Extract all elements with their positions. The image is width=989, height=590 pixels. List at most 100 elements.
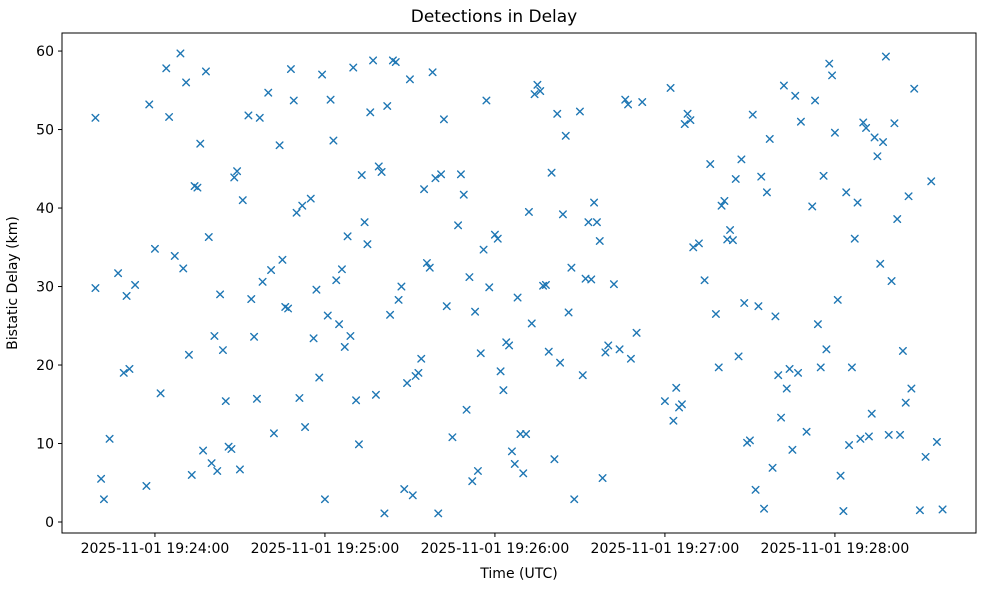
scatter-point xyxy=(380,509,389,518)
scatter-point xyxy=(295,393,304,402)
scatter-point xyxy=(377,167,386,176)
x-tick-label: 2025-11-01 19:26:00 xyxy=(421,541,570,557)
scatter-point xyxy=(751,485,760,494)
scatter-point xyxy=(493,234,502,243)
scatter-point xyxy=(479,245,488,254)
scatter-point xyxy=(915,506,924,515)
scatter-point xyxy=(278,255,287,264)
scatter-point xyxy=(182,78,191,87)
scatter-point xyxy=(394,295,403,304)
scatter-point xyxy=(105,434,114,443)
scatter-point xyxy=(893,215,902,224)
scatter-point xyxy=(881,52,890,61)
scatter-point xyxy=(779,81,788,90)
scatter-point xyxy=(125,364,134,373)
scatter-point xyxy=(788,445,797,454)
scatter-point xyxy=(669,416,678,425)
scatter-point xyxy=(420,185,429,194)
scatter-point xyxy=(431,174,440,183)
scatter-point xyxy=(233,167,242,176)
scatter-point xyxy=(519,469,528,478)
scatter-point xyxy=(269,429,278,438)
scatter-point xyxy=(830,128,839,137)
scatter-point xyxy=(468,477,477,486)
scatter-point xyxy=(462,405,471,414)
scatter-point xyxy=(405,75,414,84)
y-tick-label: 60 xyxy=(36,44,54,60)
scatter-point xyxy=(383,101,392,110)
scatter-point xyxy=(391,58,400,67)
scatter-point xyxy=(165,112,174,121)
scatter-point xyxy=(318,70,327,79)
x-axis-label: Time (UTC) xyxy=(479,566,557,582)
scatter-point xyxy=(320,495,329,504)
scatter-point xyxy=(349,63,358,72)
scatter-point xyxy=(289,96,298,105)
scatter-point xyxy=(448,433,457,442)
scatter-point xyxy=(499,386,508,395)
scatter-point xyxy=(235,465,244,474)
y-tick-label: 20 xyxy=(36,358,54,374)
scatter-point xyxy=(745,436,754,445)
scatter-point xyxy=(726,226,735,235)
scatter-point xyxy=(221,397,230,406)
scatter-point xyxy=(238,196,247,205)
scatter-point xyxy=(672,383,681,392)
scatter-point xyxy=(791,91,800,100)
scatter-point xyxy=(298,201,307,210)
scatter-point xyxy=(337,265,346,274)
scatter-point xyxy=(862,123,871,132)
scatter-point xyxy=(417,354,426,363)
scatter-point xyxy=(575,107,584,116)
scatter-point xyxy=(496,367,505,376)
scatter-point xyxy=(275,141,284,150)
scatter-point xyxy=(731,174,740,183)
scatter-point xyxy=(890,119,899,128)
scatter-point xyxy=(544,347,553,356)
scatter-point xyxy=(264,88,273,97)
scatter-point xyxy=(794,368,803,377)
scatter-point xyxy=(541,280,550,289)
scatter-point xyxy=(471,307,480,316)
scatter-point xyxy=(754,302,763,311)
scatter-point xyxy=(386,310,395,319)
scatter-point xyxy=(456,170,465,179)
scatter-point xyxy=(816,363,825,372)
scatter-point xyxy=(680,120,689,129)
scatter-point xyxy=(357,171,366,180)
y-tick-label: 10 xyxy=(36,437,54,453)
scatter-point xyxy=(771,312,780,321)
scatter-point xyxy=(624,100,633,109)
scatter-point xyxy=(258,277,267,286)
scatter-point xyxy=(879,138,888,147)
scatter-point xyxy=(901,398,910,407)
scatter-point xyxy=(782,384,791,393)
scatter-point xyxy=(397,282,406,291)
scatter-point xyxy=(601,348,610,357)
scatter-point xyxy=(422,258,431,267)
scatter-point xyxy=(567,263,576,272)
scatter-point xyxy=(323,311,332,320)
scatter-point xyxy=(207,459,216,468)
data-points xyxy=(91,49,947,518)
scatter-point xyxy=(873,152,882,161)
scatter-point xyxy=(352,396,361,405)
scatter-point xyxy=(131,280,140,289)
scatter-point xyxy=(150,244,159,253)
scatter-point xyxy=(252,394,261,403)
scatter-point xyxy=(774,371,783,380)
scatter-point xyxy=(354,440,363,449)
scatter-point xyxy=(210,331,219,340)
scatter-point xyxy=(706,160,715,169)
scatter-point xyxy=(340,342,349,351)
scatter-point xyxy=(808,202,817,211)
scatter-point xyxy=(490,230,499,239)
scatter-point xyxy=(196,139,205,148)
scatter-point xyxy=(142,481,151,490)
scatter-point xyxy=(230,173,239,182)
scatter-point xyxy=(686,116,695,125)
scatter-point xyxy=(122,291,131,300)
x-tick-label: 2025-11-01 19:27:00 xyxy=(591,541,740,557)
scatter-point xyxy=(833,295,842,304)
scatter-point xyxy=(558,210,567,219)
